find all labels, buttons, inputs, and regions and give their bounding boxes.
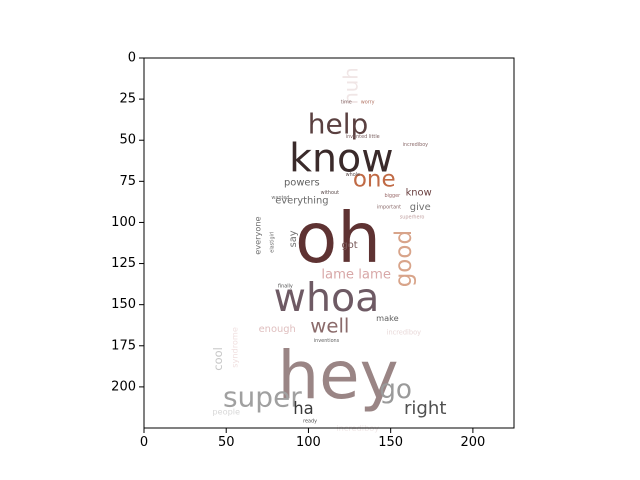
y-tick-label-0: 0 xyxy=(128,51,136,66)
word-syndrome-24: syndrome xyxy=(229,327,239,368)
word-layer: hey oh know whoa help one good huh super go well ri… xyxy=(211,67,446,433)
word-without-37: without xyxy=(321,190,339,196)
word-everyone-22: everyone xyxy=(252,216,262,254)
x-tick-label-150: 150 xyxy=(378,435,403,450)
word-ready-39: ready xyxy=(303,418,317,424)
word-give-17: give xyxy=(410,202,431,213)
word-enough-23: enough xyxy=(259,324,296,335)
word-know-2: know xyxy=(289,135,393,181)
x-tick-label-200: 200 xyxy=(460,435,485,450)
word-incrediboy-25: incrediboy xyxy=(387,329,421,337)
word-finally-28: finally xyxy=(278,284,293,290)
word-well-10: well xyxy=(310,315,349,338)
word-right-11: right xyxy=(404,398,447,419)
word-worry-33: worry xyxy=(361,99,375,105)
word-everything-15: everything xyxy=(275,196,328,207)
y-tick-label-75: 75 xyxy=(119,174,136,189)
word-ha-12: ha xyxy=(293,399,313,418)
y-tick-label-200: 200 xyxy=(111,379,136,394)
plot-frame xyxy=(143,57,515,429)
y-tick-label-100: 100 xyxy=(111,215,136,230)
word-incrediboy-35: incrediboy xyxy=(403,142,429,148)
x-tick-label-0: 0 xyxy=(140,435,148,450)
word-one-5: one xyxy=(353,167,396,193)
word-people-27: people xyxy=(212,407,240,417)
word-powers-16: powers xyxy=(284,177,320,188)
x-tick-label-100: 100 xyxy=(296,435,321,450)
word-say-20: say xyxy=(288,230,299,247)
y-tick-label-25: 25 xyxy=(119,92,136,107)
word-go-9: go xyxy=(379,375,412,405)
y-tick-label-125: 125 xyxy=(111,256,136,271)
word-got-21: got xyxy=(341,240,357,251)
word-know-18: know xyxy=(406,187,432,198)
word-wanted-38: wanted xyxy=(271,195,289,201)
word-invented-little-34: invented little xyxy=(346,134,380,140)
word-help-4: help xyxy=(308,107,369,140)
x-axis: 0 50 100 150 200 xyxy=(140,428,485,450)
word-time-32: time xyxy=(341,99,352,105)
word-hey-0: hey xyxy=(277,337,398,414)
word-cool-14: cool xyxy=(211,347,225,371)
word-huh-7: huh xyxy=(340,67,363,104)
word-whoa-3: whoa xyxy=(274,275,380,321)
word-inventions-41: inventions xyxy=(314,338,340,344)
y-tick-label-175: 175 xyxy=(111,338,136,353)
word-make-19: make xyxy=(376,313,398,323)
word-superhero-29: superhero xyxy=(400,215,425,221)
word-super-8: super xyxy=(223,380,302,413)
word-lame-lame-13: lame lame xyxy=(321,268,391,283)
word-elastigirl-40: elastigirl xyxy=(269,232,275,253)
y-axis: 0 25 50 75 100 125 150 175 200 xyxy=(111,51,144,394)
word-good-6: good xyxy=(391,230,417,287)
word-bigger-30: bigger xyxy=(384,193,401,199)
word-important-31: important xyxy=(377,205,401,211)
x-tick-label-50: 50 xyxy=(218,435,235,450)
y-tick-label-150: 150 xyxy=(111,297,136,312)
word-oh-1: oh xyxy=(295,199,381,279)
y-tick-label-50: 50 xyxy=(119,133,136,148)
word-whole-36: whole xyxy=(346,172,360,178)
